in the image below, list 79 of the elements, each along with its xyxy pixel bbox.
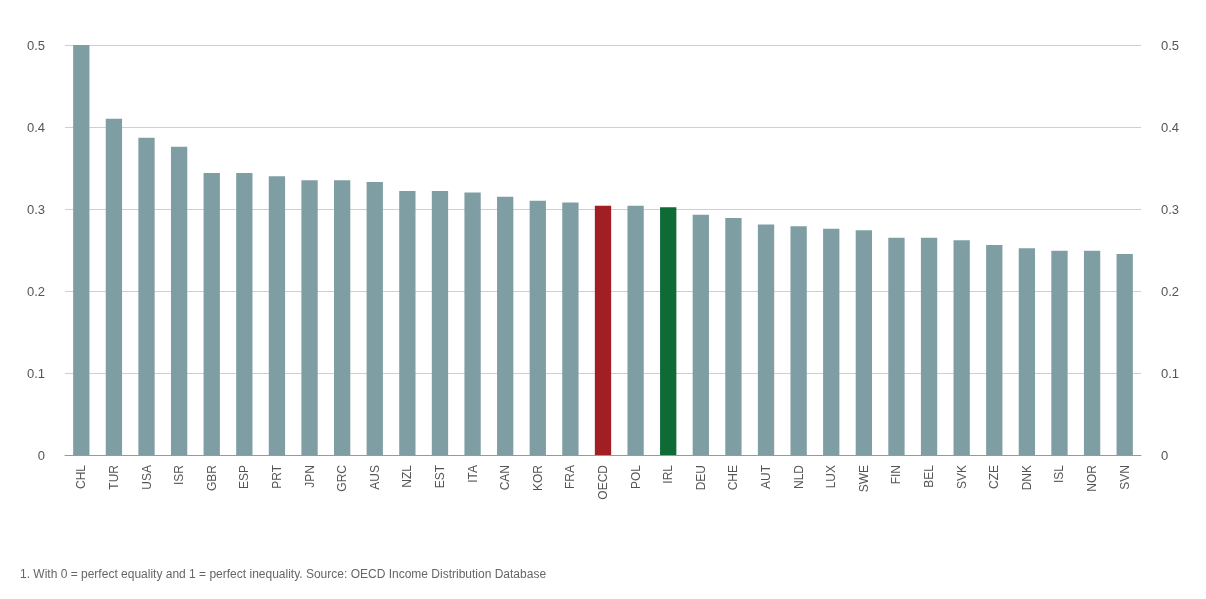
text: 1. With 0 = perfect equality and 1 = perfect inequality. Source: OECD Income Distribution Database bbox=[20, 567, 547, 581]
x-tick-label: NZL bbox=[400, 464, 415, 488]
x-tick-label: SVN bbox=[1117, 465, 1132, 490]
x-tick-label: ISL bbox=[1052, 464, 1067, 484]
y2-tick-label: 0.3 bbox=[1161, 201, 1180, 217]
x-tick-label: SWE bbox=[856, 465, 871, 493]
x-tick-label: POL bbox=[628, 464, 643, 490]
y-tick-label: 0 bbox=[37, 447, 45, 463]
x-tick-label: FIN bbox=[889, 465, 904, 485]
x-tick-label: AUT bbox=[759, 464, 774, 489]
bar bbox=[203, 172, 220, 455]
bar bbox=[1018, 248, 1036, 455]
y-tick-label: 0.2 bbox=[26, 283, 45, 299]
x-tick-label: CAN bbox=[498, 465, 513, 491]
bar bbox=[431, 190, 449, 455]
bar bbox=[1051, 250, 1068, 455]
x-tick-label: SVK bbox=[954, 465, 969, 490]
y-tick-label: 0.5 bbox=[26, 37, 45, 53]
x-tick-label: CHL bbox=[74, 464, 89, 490]
y2-tick-label: 0.1 bbox=[1161, 365, 1180, 381]
x-tick-label: GBR bbox=[204, 464, 219, 492]
x-tick-label: ISR bbox=[172, 464, 187, 486]
bar bbox=[105, 118, 123, 455]
y2-tick-label: 0 bbox=[1161, 447, 1169, 463]
x-tick-label: ESP bbox=[237, 465, 252, 490]
bar bbox=[790, 226, 807, 455]
y2-tick-label: 0.2 bbox=[1161, 283, 1180, 299]
bar bbox=[725, 218, 742, 455]
bar bbox=[170, 146, 188, 455]
bar bbox=[366, 181, 383, 455]
bar bbox=[236, 172, 253, 455]
x-tick-label: CHE bbox=[726, 465, 741, 491]
x-tick-label: DEU bbox=[693, 465, 708, 491]
y-tick-label: 0.4 bbox=[26, 119, 45, 135]
bar bbox=[399, 190, 416, 455]
x-tick-label: OECD bbox=[596, 464, 610, 500]
bar bbox=[986, 245, 1003, 455]
x-tick-label: GRC bbox=[335, 464, 350, 492]
bar bbox=[562, 202, 579, 455]
bar bbox=[757, 224, 775, 455]
x-tick-label: EST bbox=[432, 464, 447, 489]
bar bbox=[692, 214, 709, 455]
bar bbox=[268, 176, 286, 455]
x-tick-label: LUX bbox=[824, 465, 839, 489]
bar bbox=[529, 200, 546, 455]
x-tick-label: FRA bbox=[563, 465, 578, 489]
x-tick-label: JPN bbox=[302, 465, 317, 488]
bar bbox=[823, 228, 840, 455]
bar bbox=[138, 137, 155, 455]
x-tick-label: AUS bbox=[367, 465, 382, 490]
x-tick-label: CZE bbox=[987, 465, 1002, 489]
x-tick-label: TUR bbox=[106, 464, 121, 490]
x-tick-label: BEL bbox=[922, 464, 937, 488]
y-tick-label: 0.1 bbox=[26, 365, 45, 381]
bar bbox=[920, 237, 938, 455]
x-tick-label: NOR bbox=[1085, 464, 1100, 492]
bar bbox=[1116, 254, 1133, 455]
x-tick-label: PRT bbox=[269, 464, 284, 489]
bar bbox=[334, 180, 351, 455]
bar bbox=[627, 205, 644, 455]
x-tick-label: ITA bbox=[465, 465, 480, 483]
x-tick-label: NLD bbox=[791, 464, 806, 490]
y-tick-label: 0.3 bbox=[26, 201, 45, 217]
bar bbox=[464, 192, 481, 455]
bar bbox=[497, 196, 514, 455]
x-tick-label: USA bbox=[139, 465, 154, 490]
bar bbox=[594, 205, 612, 455]
x-tick-label: IRL bbox=[661, 464, 676, 484]
x-tick-label: KOR bbox=[530, 464, 545, 492]
y2-tick-label: 0.5 bbox=[1161, 37, 1180, 53]
y2-tick-label: 0.4 bbox=[1161, 119, 1180, 135]
bar bbox=[73, 45, 90, 455]
bar bbox=[660, 207, 677, 455]
bar bbox=[1083, 250, 1101, 455]
bar bbox=[855, 230, 872, 455]
bar bbox=[953, 240, 970, 455]
bar bbox=[888, 237, 905, 455]
x-tick-label: DNK bbox=[1019, 465, 1034, 491]
bar bbox=[301, 180, 318, 455]
